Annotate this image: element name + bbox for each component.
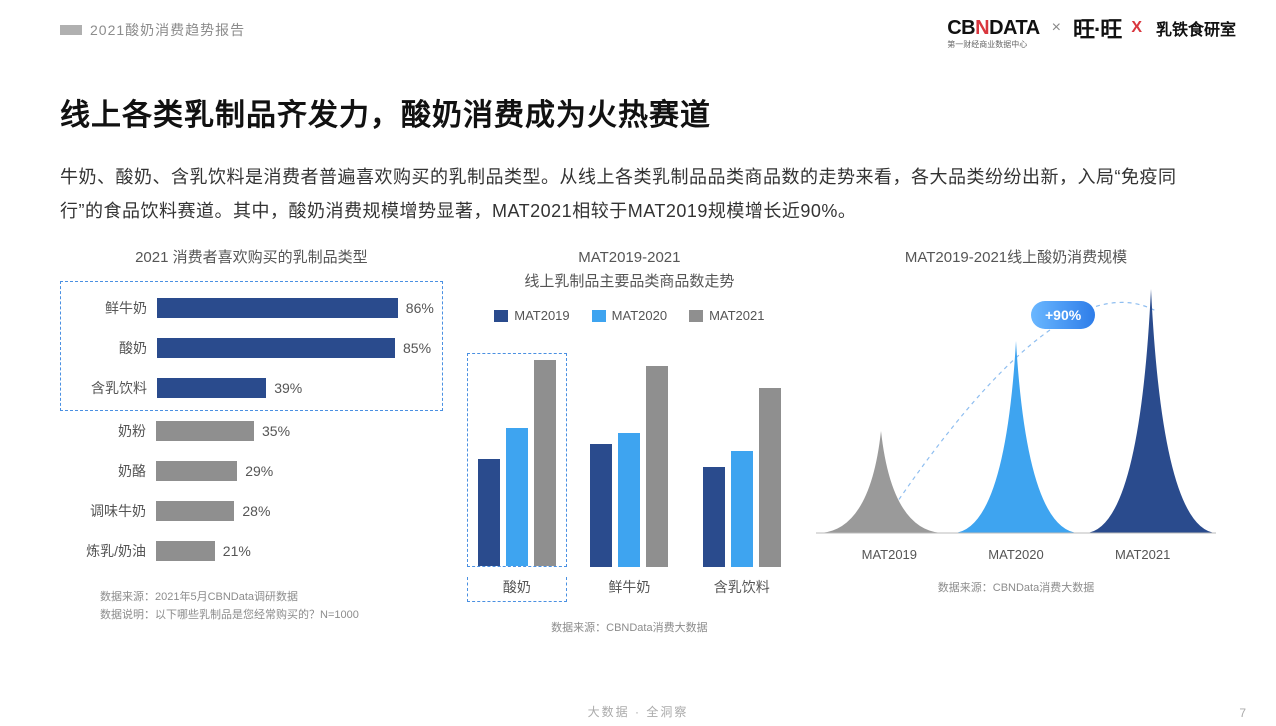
legend-swatch: [494, 310, 508, 322]
body-paragraph: 牛奶、酸奶、含乳饮料是消费者普遍喜欢购买的乳制品类型。从线上各类乳制品品类商品数…: [60, 160, 1216, 228]
breadcrumb-chip: [60, 25, 82, 35]
legend-item: MAT2021: [689, 308, 764, 323]
column-xlabel: 鲜牛奶: [579, 577, 679, 602]
panel3-source: 数据来源：CBNData消费大数据: [816, 580, 1216, 598]
legend-item: MAT2019: [494, 308, 569, 323]
column-xlabel: 酸奶: [467, 577, 567, 602]
hbar-value: 85%: [395, 338, 431, 358]
column-bar: [759, 388, 781, 567]
legend-swatch: [689, 310, 703, 322]
hbar-track: 86%: [157, 298, 438, 318]
panel-consumer-preference: 2021 消费者喜欢购买的乳制品类型 鲜牛奶 86% 酸奶 85% 含乳饮料 39% 奶粉 3…: [60, 246, 443, 624]
breadcrumb-text: 2021酸奶消费趋势报告: [90, 20, 245, 40]
panel2-xlabels: 酸奶鲜牛奶含乳饮料: [453, 577, 806, 602]
column-bar: [646, 366, 668, 568]
hbar-bar: [157, 378, 266, 398]
column-bar: [534, 360, 556, 566]
column-bar: [478, 459, 500, 567]
hbar-row: 奶粉 35%: [60, 411, 443, 451]
hbar-row: 炼乳/奶油 21%: [60, 531, 443, 571]
panel2-title: MAT2019-2021 线上乳制品主要品类商品数走势: [453, 246, 806, 294]
hbar-bar: [156, 421, 254, 441]
column-bar: [618, 433, 640, 567]
logo-wangwang: 旺·旺: [1073, 12, 1121, 44]
column-bar: [506, 428, 528, 567]
footer-tagline: 大数据 · 全洞察: [0, 703, 1276, 720]
hbar-row: 鲜牛奶 86%: [61, 288, 438, 328]
panel1-title: 2021 消费者喜欢购买的乳制品类型: [60, 246, 443, 267]
hbar-track: 21%: [156, 541, 443, 561]
column-bar: [731, 451, 753, 567]
hbar-track: 35%: [156, 421, 443, 441]
column-group: [467, 353, 567, 567]
page-number: 7: [1239, 706, 1246, 720]
hbar-label: 奶粉: [60, 421, 156, 441]
panel1-source: 数据来源：2021年5月CBNData调研数据 数据说明：以下哪些乳制品是您经常…: [60, 589, 443, 624]
hbar-track: 39%: [157, 378, 438, 398]
hbar-bar: [156, 541, 215, 561]
hbar-value: 39%: [266, 378, 302, 398]
hbar-value: 29%: [237, 461, 273, 481]
panel1-source-line1: 数据来源：2021年5月CBNData调研数据: [100, 589, 443, 607]
legend-swatch: [592, 310, 606, 322]
hbar-label: 鲜牛奶: [61, 298, 157, 318]
hbar-bar: [156, 461, 237, 481]
panel3-svg: [816, 281, 1216, 541]
logo-cbndata: CBNDATA 第一财经商业数据中心: [947, 17, 1039, 40]
hbar-label: 调味牛奶: [60, 501, 156, 521]
spike-xlabel: MAT2021: [1115, 547, 1170, 562]
logo-lab: 乳铁食研室: [1156, 16, 1236, 40]
hbar-label: 酸奶: [61, 338, 157, 358]
spike-area: [1086, 289, 1216, 533]
panel1-source-line2: 数据说明：以下哪些乳制品是您经常购买的？N=1000: [100, 607, 443, 625]
page-title: 线上各类乳制品齐发力，酸奶消费成为火热赛道: [60, 90, 1216, 134]
hbar-track: 29%: [156, 461, 443, 481]
panel2-legend: MAT2019 MAT2020 MAT2021: [453, 308, 806, 323]
panel2-source: 数据来源：CBNData消费大数据: [453, 620, 806, 638]
hbar-row: 酸奶 85%: [61, 328, 438, 368]
hbar-value: 28%: [234, 501, 270, 521]
column-xlabel: 含乳饮料: [692, 577, 792, 602]
logo-cbndata-sub: 第一财经商业数据中心: [947, 39, 1027, 50]
legend-label: MAT2021: [709, 308, 764, 323]
hbar-value: 86%: [398, 298, 434, 318]
hbar-label: 奶酪: [60, 461, 156, 481]
panel3-xlabels: MAT2019 MAT2020 MAT2021: [816, 547, 1216, 562]
hbar-row: 含乳饮料 39%: [61, 368, 438, 408]
spike-xlabel: MAT2019: [862, 547, 917, 562]
hbar-bar: [157, 298, 398, 318]
hbar-value: 21%: [215, 541, 251, 561]
panel2-title-l2: 线上乳制品主要品类商品数走势: [524, 273, 734, 290]
panel3-title: MAT2019-2021线上酸奶消费规模: [816, 246, 1216, 267]
logo-sep-1: ×: [1052, 19, 1061, 37]
legend-item: MAT2020: [592, 308, 667, 323]
spike-area: [954, 341, 1078, 533]
hbar-bar: [156, 501, 234, 521]
hbar-label: 炼乳/奶油: [60, 541, 156, 561]
hbar-row: 奶酪 29%: [60, 451, 443, 491]
column-bar: [590, 444, 612, 567]
column-group: [579, 360, 679, 568]
panel2-columns: [453, 337, 806, 567]
legend-label: MAT2019: [514, 308, 569, 323]
logo-sep-2: X: [1131, 19, 1142, 37]
hbar-value: 35%: [254, 421, 290, 441]
panel-category-trend: MAT2019-2021 线上乳制品主要品类商品数走势 MAT2019MAT20…: [453, 246, 806, 638]
growth-badge: +90%: [1031, 301, 1095, 329]
spike-xlabel: MAT2020: [988, 547, 1043, 562]
legend-label: MAT2020: [612, 308, 667, 323]
hbar-bar: [157, 338, 395, 358]
column-bar: [703, 467, 725, 568]
panel-yogurt-scale: MAT2019-2021线上酸奶消费规模 +90% MAT2019 MAT2020…: [816, 246, 1216, 598]
spike-area: [821, 431, 941, 533]
panel2-title-l1: MAT2019-2021: [578, 249, 680, 266]
hbar-track: 85%: [157, 338, 438, 358]
panel1-bars: 鲜牛奶 86% 酸奶 85% 含乳饮料 39% 奶粉 35% 奶酪 29% 调味牛奶 28% 炼乳/奶油…: [60, 281, 443, 571]
column-group: [692, 382, 792, 567]
hbar-track: 28%: [156, 501, 443, 521]
hbar-label: 含乳饮料: [61, 378, 157, 398]
header-logos: CBNDATA 第一财经商业数据中心 × 旺·旺 X 乳铁食研室: [947, 12, 1236, 44]
hbar-highlight-box: 鲜牛奶 86% 酸奶 85% 含乳饮料 39%: [60, 281, 443, 411]
hbar-row: 调味牛奶 28%: [60, 491, 443, 531]
